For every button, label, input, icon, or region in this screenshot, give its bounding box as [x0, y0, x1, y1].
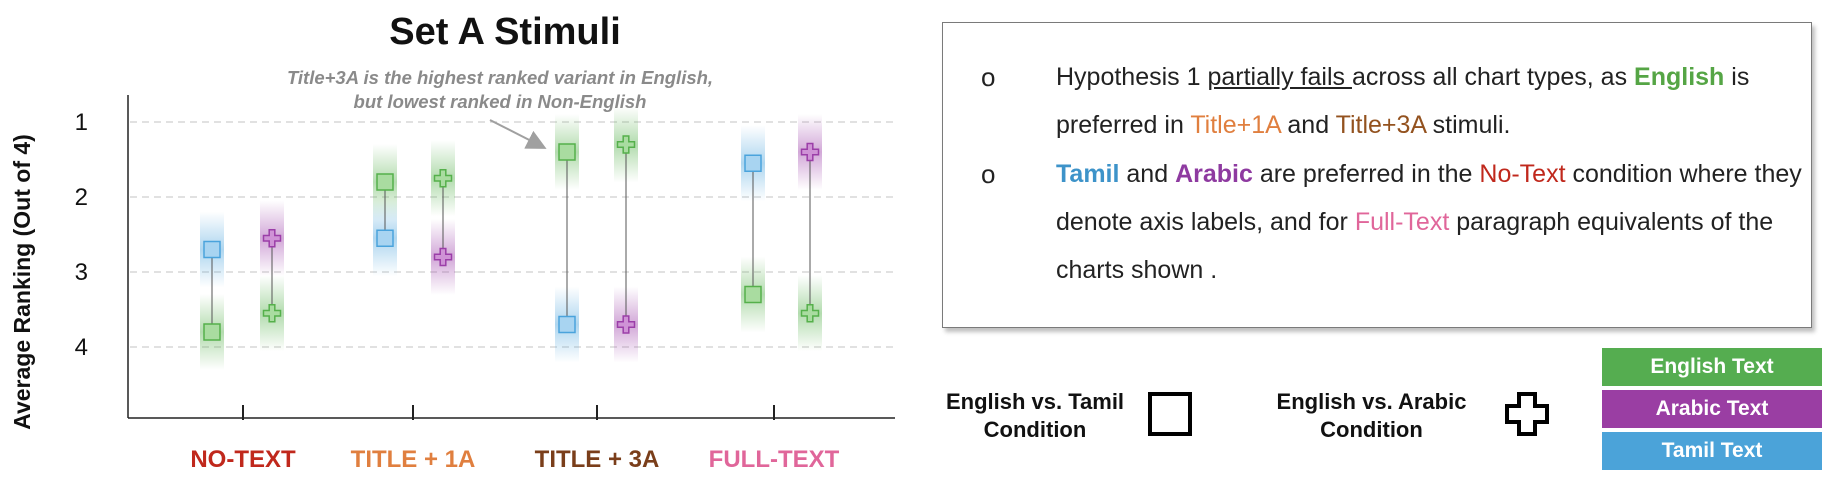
y-tick-label: 3	[75, 259, 88, 286]
legend-arabic-text: Arabic Text	[1602, 390, 1822, 428]
tamil-square-marker	[203, 240, 221, 259]
y-axis-label: Average Ranking (Out of 4)	[9, 134, 35, 430]
annotation-line2: but lowest ranked in Non-English	[354, 91, 647, 112]
legend-tamil-condition-label: English vs. Tamil Condition	[945, 389, 1125, 442]
english-cross-marker	[616, 135, 636, 154]
english-square-marker	[203, 323, 221, 341]
cross-icon	[1505, 392, 1549, 436]
x-category-label: TITLE + 3A	[535, 446, 660, 473]
english-cross-marker	[433, 169, 453, 188]
note-text-1: Hypothesis 1 partially fails across all …	[1056, 63, 1750, 139]
english-square-marker	[744, 285, 762, 304]
annotation-line1: Title+3A is the highest ranked variant i…	[287, 67, 713, 88]
square-icon	[1148, 392, 1192, 436]
tamil-square-marker	[558, 315, 576, 334]
arabic-cross-marker	[433, 247, 453, 267]
x-category-label: FULL-TEXT	[709, 446, 840, 473]
hypothesis-notes-box: o Hypothesis 1 partially fails across al…	[942, 22, 1812, 328]
bullet-symbol: o	[981, 159, 996, 189]
y-tick-label: 1	[75, 109, 88, 136]
legend-english-text: English Text	[1602, 348, 1822, 386]
arabic-cross-marker	[616, 315, 636, 334]
english-cross-marker	[800, 304, 820, 323]
annotation-arrow	[489, 119, 547, 149]
legend-arabic-condition-label: English vs. Arabic Condition	[1276, 389, 1467, 442]
tamil-square-marker	[744, 154, 762, 172]
arabic-cross-marker	[800, 142, 820, 162]
english-cross-marker	[262, 304, 282, 323]
chart-title: Set A Stimuli	[389, 11, 621, 53]
y-tick-label: 2	[75, 184, 88, 211]
x-category-label: NO-TEXT	[190, 446, 296, 473]
y-tick-label: 4	[75, 334, 88, 361]
x-category-label: TITLE + 1A	[351, 446, 476, 473]
chart: Set A Stimuli Average Ranking (Out of 4)…	[9, 11, 895, 473]
legend-tamil-text: Tamil Text	[1602, 432, 1822, 470]
english-square-marker	[558, 143, 576, 161]
bullet-symbol: o	[981, 62, 996, 92]
note-text-2: Tamil and Arabic are preferred in the No…	[1056, 160, 1802, 284]
english-square-marker	[376, 173, 394, 191]
tamil-square-marker	[376, 229, 394, 247]
arabic-cross-marker	[262, 229, 282, 248]
